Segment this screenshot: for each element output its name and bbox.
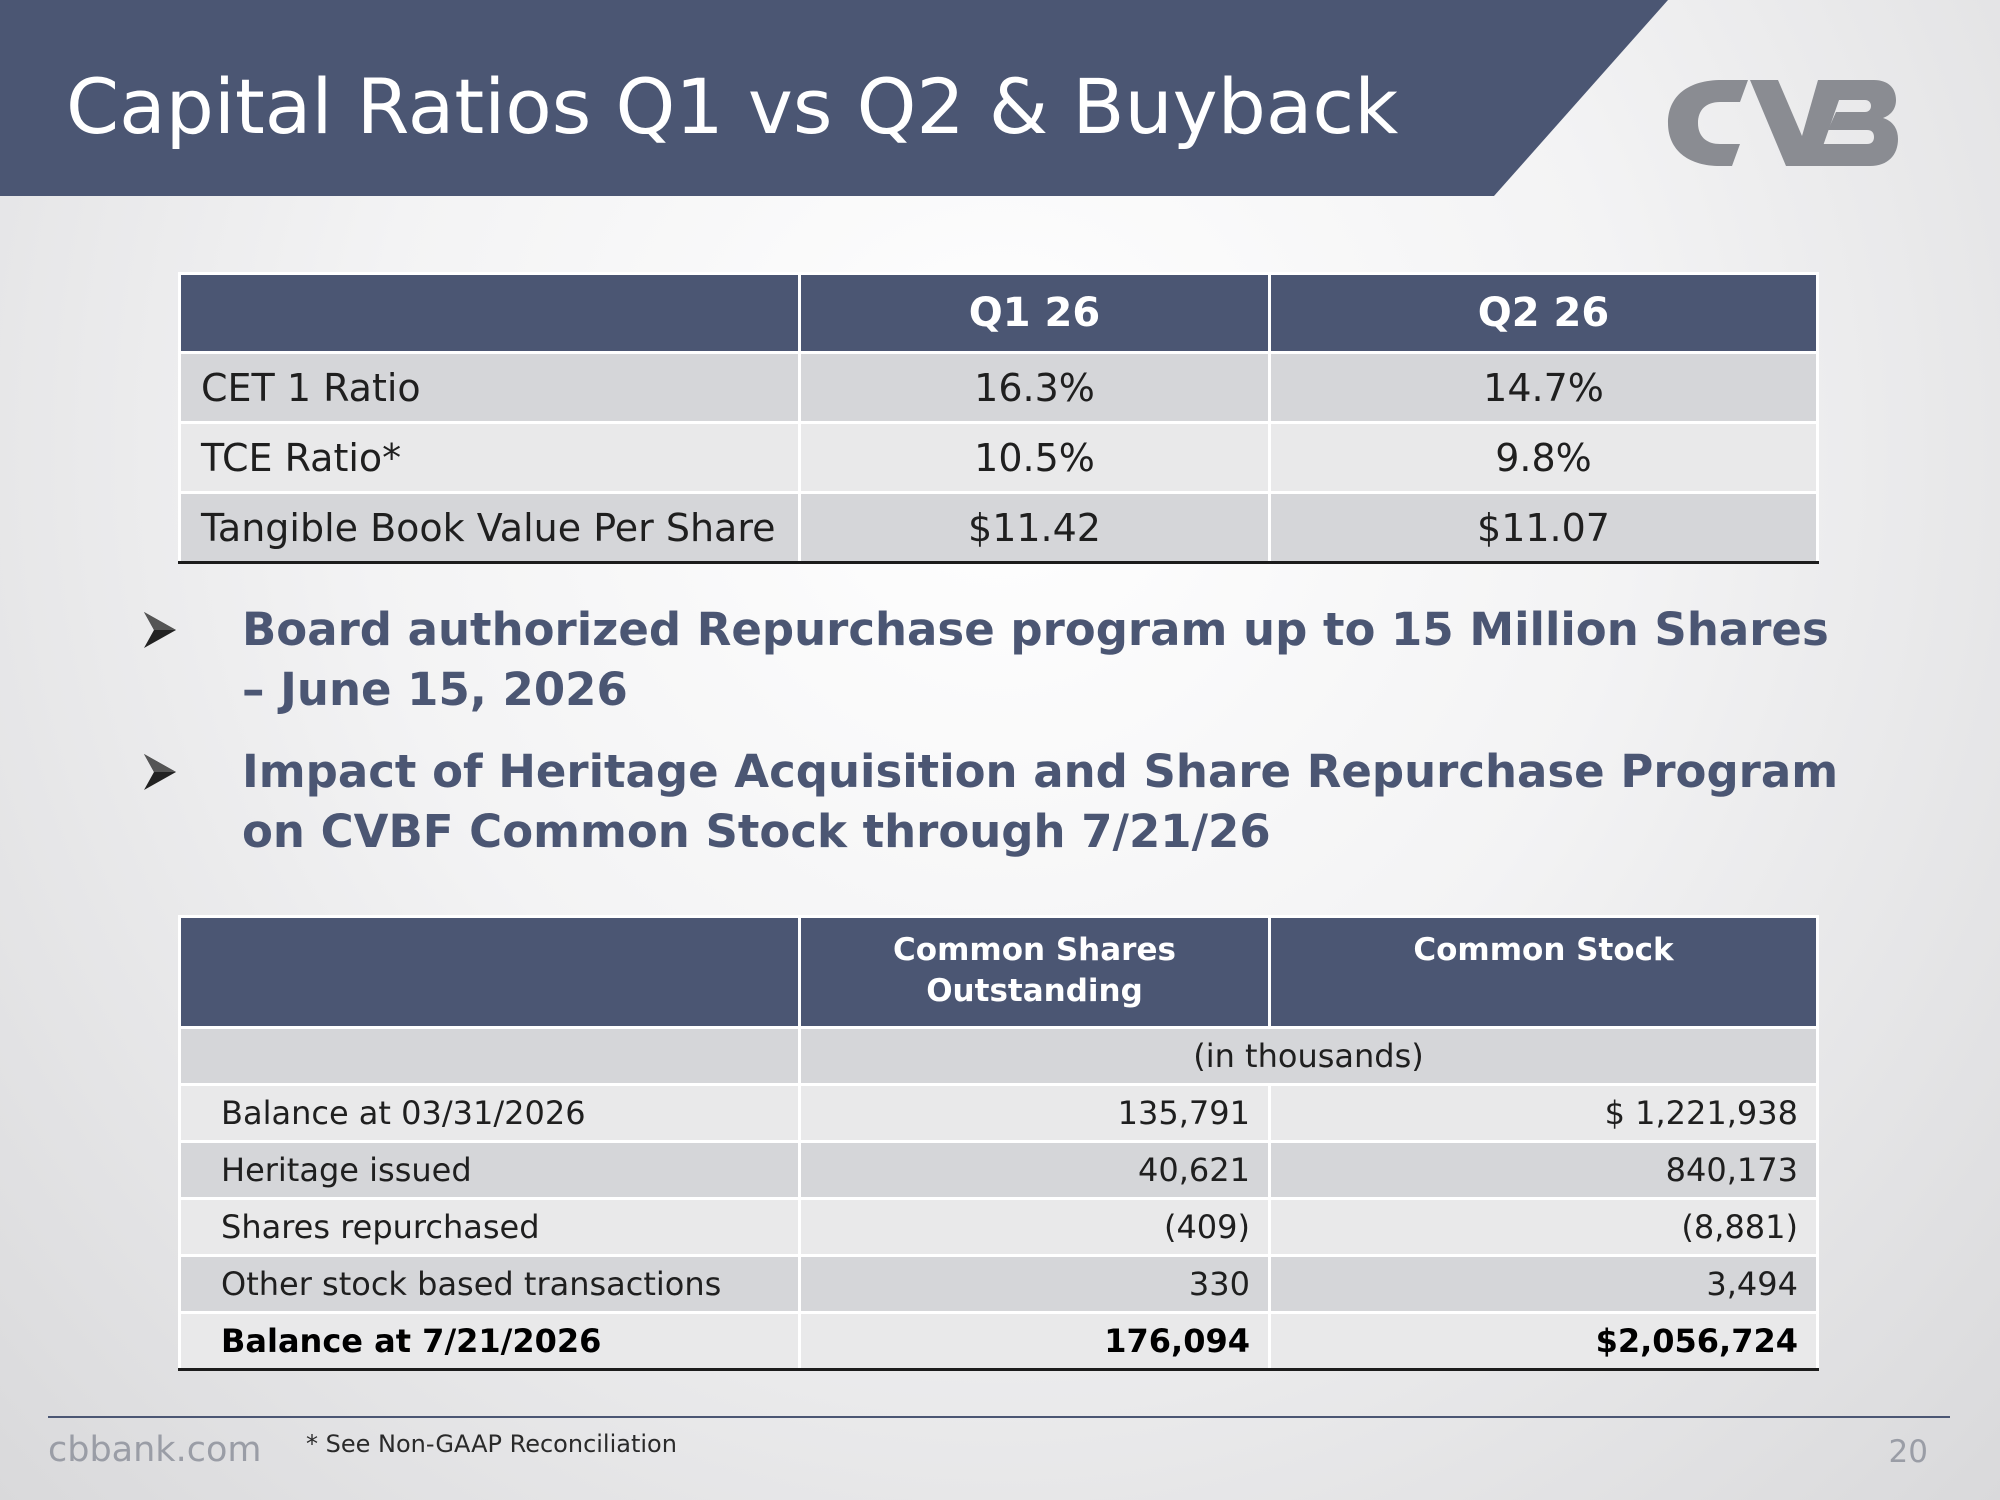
ratios-header-q1: Q1 26 — [798, 272, 1271, 354]
table-row: Other stock based transactions 330 3,494 — [178, 1254, 1819, 1314]
q1-value: 16.3% — [798, 351, 1271, 424]
footer-divider — [48, 1416, 1950, 1418]
total-label: Balance at 7/21/2026 — [178, 1311, 801, 1371]
bullet-list: Board authorized Repurchase program up t… — [138, 600, 1858, 884]
ratios-header-blank — [178, 272, 801, 354]
row-label: Heritage issued — [178, 1140, 801, 1200]
slide-title: Capital Ratios Q1 vs Q2 & Buyback — [66, 62, 1399, 151]
bullet-text: Impact of Heritage Acquisition and Share… — [242, 745, 1839, 858]
total-row: Balance at 7/21/2026 176,094 $2,056,724 — [178, 1311, 1819, 1371]
arrow-bullet-icon — [144, 612, 176, 648]
bullet-text: Board authorized Repurchase program up t… — [242, 603, 1829, 716]
units-blank — [178, 1026, 801, 1086]
bullet-item: Board authorized Repurchase program up t… — [138, 600, 1858, 720]
shares-value: 330 — [798, 1254, 1271, 1314]
footer-note: * See Non-GAAP Reconciliation — [306, 1430, 677, 1458]
table-row: Balance at 03/31/2026 135,791 $ 1,221,93… — [178, 1083, 1819, 1143]
ratios-header-q2: Q2 26 — [1268, 272, 1819, 354]
q1-value: $11.42 — [798, 491, 1271, 564]
shares-value: 135,791 — [798, 1083, 1271, 1143]
table-row: Tangible Book Value Per Share $11.42 $11… — [178, 491, 1819, 564]
shares-value: (409) — [798, 1197, 1271, 1257]
q2-value: 14.7% — [1268, 351, 1819, 424]
row-label: Shares repurchased — [178, 1197, 801, 1257]
q1-value: 10.5% — [798, 421, 1271, 494]
stock-value: (8,881) — [1268, 1197, 1819, 1257]
footer-website: cbbank.com — [48, 1430, 262, 1470]
arrow-bullet-icon — [144, 754, 176, 790]
total-shares-value: 176,094 — [798, 1311, 1271, 1371]
units-label: (in thousands) — [798, 1026, 1819, 1086]
table-row: TCE Ratio* 10.5% 9.8% — [178, 421, 1819, 494]
total-stock-value: $2,056,724 — [1268, 1311, 1819, 1371]
stock-value: 840,173 — [1268, 1140, 1819, 1200]
table-row: CET 1 Ratio 16.3% 14.7% — [178, 351, 1819, 424]
stock-value: 3,494 — [1268, 1254, 1819, 1314]
bullet-item: Impact of Heritage Acquisition and Share… — [138, 742, 1858, 862]
row-label: Other stock based transactions — [178, 1254, 801, 1314]
title-banner — [0, 0, 1668, 196]
stock-header-stock: Common Stock — [1268, 915, 1819, 1029]
stock-header-shares: Common Shares Outstanding — [798, 915, 1271, 1029]
table-row: Shares repurchased (409) (8,881) — [178, 1197, 1819, 1257]
row-label: TCE Ratio* — [178, 421, 801, 494]
cvb-logo — [1668, 80, 1898, 166]
row-label: Tangible Book Value Per Share — [178, 491, 801, 564]
page-number: 20 — [1888, 1434, 1928, 1470]
units-row: (in thousands) — [178, 1026, 1819, 1086]
common-stock-table: Common Shares Outstanding Common Stock (… — [178, 915, 1819, 1371]
table-row: Heritage issued 40,621 840,173 — [178, 1140, 1819, 1200]
capital-ratios-table: Q1 26 Q2 26 CET 1 Ratio 16.3% 14.7% TCE … — [178, 272, 1819, 564]
row-label: CET 1 Ratio — [178, 351, 801, 424]
row-label: Balance at 03/31/2026 — [178, 1083, 801, 1143]
stock-header-blank — [178, 915, 801, 1029]
shares-value: 40,621 — [798, 1140, 1271, 1200]
stock-value: $ 1,221,938 — [1268, 1083, 1819, 1143]
q2-value: $11.07 — [1268, 491, 1819, 564]
q2-value: 9.8% — [1268, 421, 1819, 494]
